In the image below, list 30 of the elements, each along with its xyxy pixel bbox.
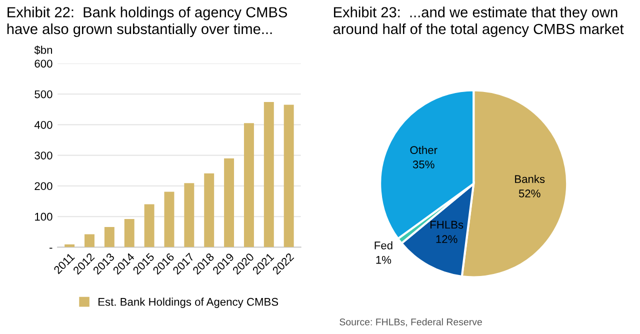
y-tick-label: 200 [34,182,52,190]
bar [164,192,174,248]
y-tick-label: - [50,248,52,249]
chart-title: Exhibit 22: Bank holdings of agency CMBS have also grown substantially over time... [7,6,288,38]
bar [184,183,194,248]
legend-label: Est. Bank Holdings of Agency CMBS [98,298,278,308]
slice-label: Fed [374,241,392,250]
y-tick-label: 100 [35,212,52,221]
bar [124,218,134,248]
data-label: 52% [518,190,540,198]
bar [204,173,214,248]
bar [264,102,274,248]
bar [284,104,294,248]
y-axis-title: $bn [34,46,52,55]
source-note: Source: FHLBs, Federal Reserve [340,318,482,327]
y-tick-label: 600 [34,60,52,68]
y-tick-label: 300 [34,152,52,160]
bar [104,226,114,248]
bar [144,204,154,248]
data-label: 35% [412,160,434,168]
bar [84,234,94,248]
y-tick-label: 500 [34,90,52,98]
y-tick-label: 400 [34,120,52,129]
slice-label: Other [410,146,438,154]
bar [244,123,254,248]
bar [64,244,75,248]
slice-label: Banks [515,174,545,184]
bar [224,158,234,248]
data-label: 1% [376,256,392,264]
chart-title: Exhibit 23: ...and we estimate that they own around half of the total agency CMBS market [333,6,624,38]
